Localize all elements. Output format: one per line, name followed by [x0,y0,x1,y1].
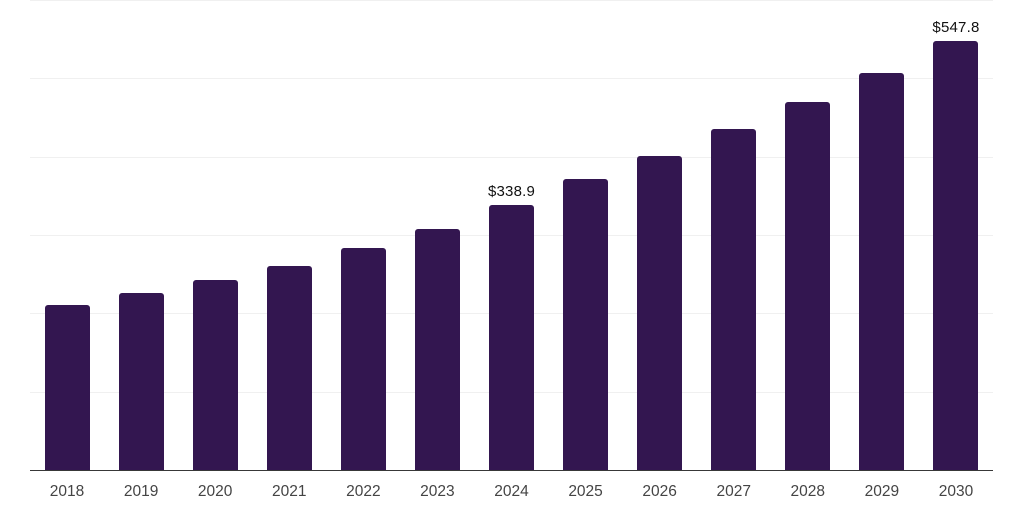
x-tick-2022: 2022 [346,482,381,500]
bar-2029[interactable] [859,72,905,470]
bar-2023[interactable] [414,228,460,470]
x-tick-2023: 2023 [420,482,455,500]
x-tick-2025: 2025 [568,482,603,500]
bar-2025[interactable] [563,178,609,470]
gridline [30,0,993,1]
plot-area: $338.9 $547.8 [30,0,993,471]
x-tick-2018: 2018 [49,482,85,500]
x-axis: 2018 2019 2020 2021 2022 2023 2024 2025 2026 2027… [30,472,993,506]
x-tick-2028: 2028 [790,482,826,500]
gridline [30,156,993,158]
bar-2024[interactable] [489,204,534,470]
x-tick-2027: 2027 [716,482,751,500]
gridline [30,78,993,80]
x-tick-2020: 2020 [197,482,233,500]
bar-2030[interactable] [933,40,979,470]
x-tick-2029: 2029 [864,482,900,500]
data-label-2024: $338.9 [487,182,536,200]
x-tick-2030: 2030 [938,482,974,500]
bar-2020[interactable] [192,280,238,470]
x-tick-2024: 2024 [494,482,529,500]
bar-2027[interactable] [711,129,757,470]
x-tick-2026: 2026 [642,482,677,500]
x-tick-2021: 2021 [272,482,307,500]
bar-2028[interactable] [785,101,831,470]
bar-2026[interactable] [637,155,683,470]
x-tick-2019: 2019 [123,482,159,500]
bar-2021[interactable] [266,265,312,470]
data-label-2030: $547.8 [932,18,980,36]
bar-2018[interactable] [44,305,90,470]
bar-2022[interactable] [340,248,386,470]
bar-2019[interactable] [118,293,164,470]
